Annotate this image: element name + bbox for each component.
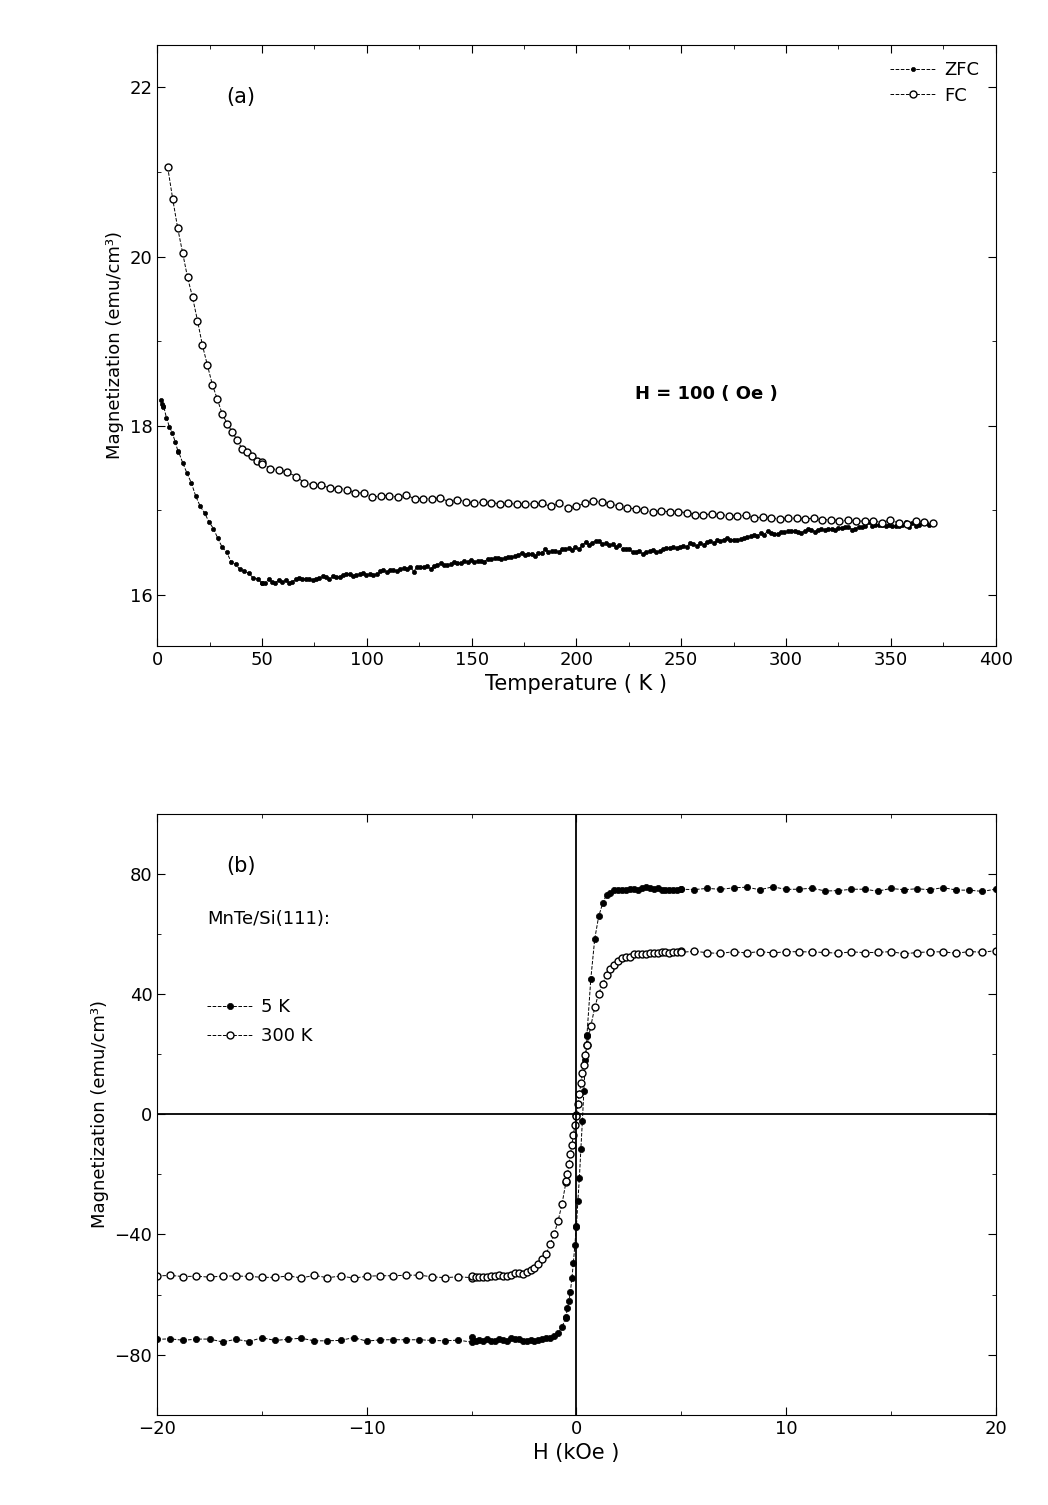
ZFC — [536, 543, 548, 561]
5 K — [628, 880, 640, 898]
X-axis label: H (kOe ): H (kOe ) — [533, 1443, 619, 1463]
ZFC — [849, 519, 861, 537]
FC — [858, 512, 871, 530]
ZFC — [356, 564, 369, 582]
FC — [926, 513, 939, 531]
ZFC — [283, 573, 296, 591]
5 K — [714, 880, 726, 898]
FC — [281, 464, 293, 482]
300 K — [989, 942, 1002, 960]
Text: MnTe/Si(111):: MnTe/Si(111): — [208, 911, 330, 929]
ZFC — [256, 573, 268, 591]
300 K — [601, 966, 613, 984]
Line: ZFC: ZFC — [159, 397, 935, 585]
300 K — [151, 1267, 163, 1285]
300 K — [524, 1261, 537, 1279]
5 K — [897, 880, 910, 898]
Line: FC: FC — [165, 164, 936, 527]
5 K — [601, 885, 613, 903]
FC — [901, 515, 914, 533]
300 K — [628, 945, 640, 963]
Text: (a): (a) — [226, 87, 256, 107]
FC — [883, 510, 896, 528]
FC — [256, 453, 268, 471]
ZFC — [926, 515, 939, 533]
FC — [161, 158, 174, 176]
Y-axis label: Magnetization (emu/cm³): Magnetization (emu/cm³) — [91, 1001, 109, 1228]
Y-axis label: Magnetization (emu/cm³): Magnetization (emu/cm³) — [106, 232, 124, 459]
Text: H = 100 ( Oe ): H = 100 ( Oe ) — [635, 385, 778, 402]
300 K — [754, 942, 766, 960]
X-axis label: Temperature ( K ): Temperature ( K ) — [485, 674, 668, 694]
FC — [519, 495, 531, 513]
ZFC — [624, 540, 636, 558]
300 K — [714, 945, 726, 963]
300 K — [347, 1269, 359, 1287]
5 K — [465, 1333, 478, 1351]
Line: 5 K: 5 K — [154, 883, 999, 1345]
5 K — [766, 877, 779, 895]
5 K — [151, 1330, 163, 1348]
Text: (b): (b) — [226, 856, 256, 876]
5 K — [524, 1330, 537, 1348]
300 K — [885, 942, 897, 960]
Legend: ZFC, FC: ZFC, FC — [883, 54, 986, 111]
Line: 300 K: 300 K — [154, 947, 999, 1282]
ZFC — [619, 540, 632, 558]
FC — [587, 492, 599, 510]
Legend: 5 K, 300 K: 5 K, 300 K — [200, 992, 320, 1052]
5 K — [989, 880, 1002, 898]
5 K — [754, 880, 766, 898]
ZFC — [155, 391, 168, 409]
